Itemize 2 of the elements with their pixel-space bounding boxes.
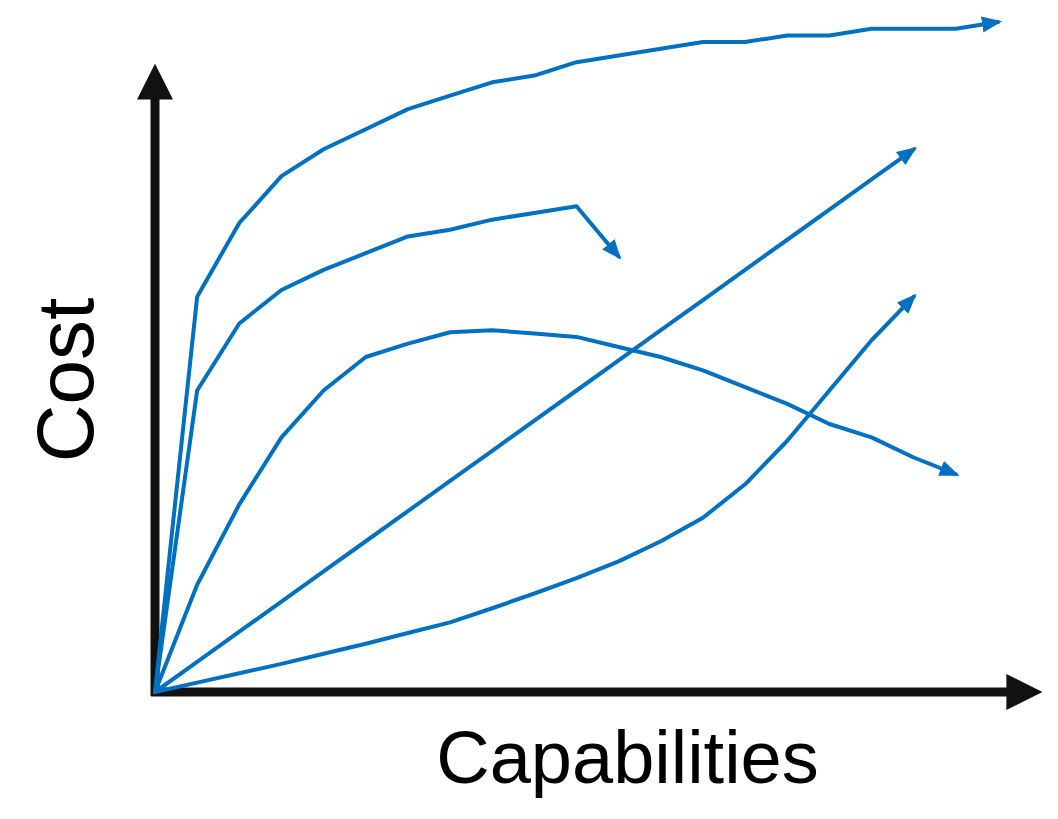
- x-axis-title: Capabilities: [436, 716, 819, 799]
- y-axis-title: Cost: [21, 297, 110, 463]
